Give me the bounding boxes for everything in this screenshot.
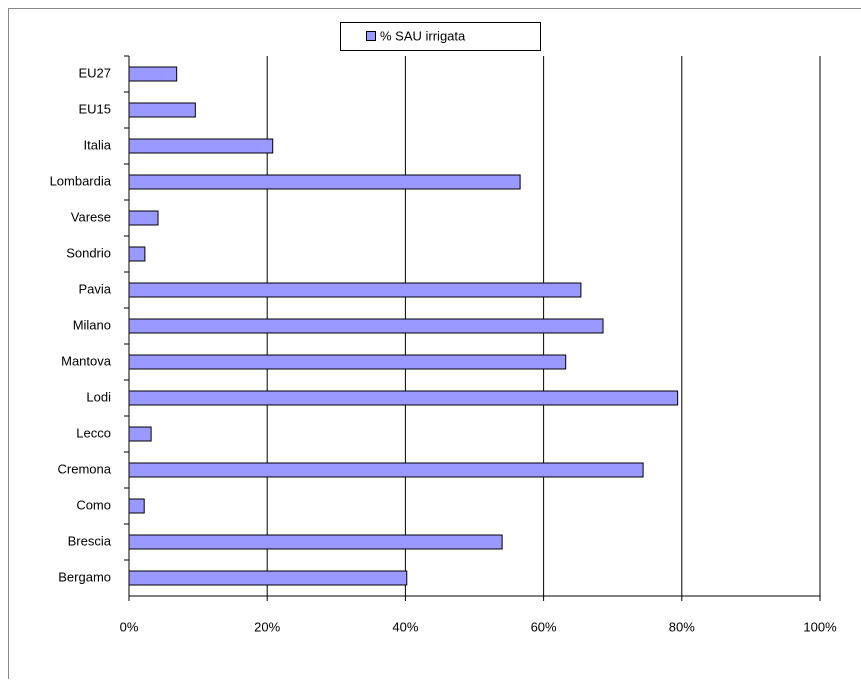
- x-tick-label: 100%: [803, 619, 837, 634]
- legend-swatch: [367, 32, 376, 41]
- y-tick-label: Italia: [84, 137, 112, 152]
- bar: [129, 211, 158, 225]
- x-tick-label: 40%: [392, 619, 418, 634]
- x-tick-label: 0%: [120, 619, 139, 634]
- bar: [129, 319, 603, 333]
- bar: [129, 499, 144, 513]
- y-tick-label: Lombardia: [50, 173, 112, 188]
- y-tick-label: Varese: [71, 209, 111, 224]
- y-tick-label: Bergamo: [58, 569, 111, 584]
- bar: [129, 391, 678, 405]
- bar: [129, 283, 581, 297]
- y-tick-label: Milano: [73, 317, 111, 332]
- y-tick-label: Mantova: [61, 353, 112, 368]
- y-tick-label: Sondrio: [66, 245, 111, 260]
- legend-label: % SAU irrigata: [380, 28, 466, 43]
- bar: [129, 427, 151, 441]
- bar: [129, 535, 502, 549]
- y-tick-label: Brescia: [68, 533, 112, 548]
- bar: [129, 571, 407, 585]
- bar: [129, 247, 145, 261]
- bar: [129, 175, 520, 189]
- bar: [129, 355, 566, 369]
- x-tick-label: 20%: [254, 619, 280, 634]
- y-tick-label: Cremona: [58, 461, 112, 476]
- bar: [129, 463, 643, 477]
- bar: [129, 67, 177, 81]
- bar: [129, 139, 273, 153]
- x-tick-label: 60%: [531, 619, 557, 634]
- y-tick-label: Lodi: [86, 389, 111, 404]
- y-tick-label: Lecco: [76, 425, 111, 440]
- y-tick-label: Pavia: [78, 281, 111, 296]
- x-tick-label: 80%: [669, 619, 695, 634]
- y-tick-label: EU15: [78, 101, 111, 116]
- y-tick-label: EU27: [78, 65, 111, 80]
- bar: [129, 103, 195, 117]
- y-tick-label: Como: [76, 497, 111, 512]
